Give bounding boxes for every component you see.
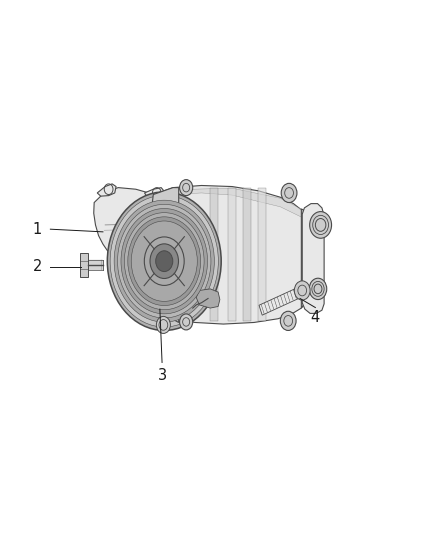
Polygon shape: [145, 185, 307, 324]
Polygon shape: [196, 289, 220, 308]
Text: 3: 3: [158, 368, 166, 383]
Circle shape: [114, 200, 214, 322]
Circle shape: [128, 217, 201, 305]
Polygon shape: [259, 288, 300, 315]
Circle shape: [144, 237, 184, 286]
Polygon shape: [110, 246, 135, 260]
Circle shape: [310, 212, 332, 238]
Polygon shape: [155, 188, 304, 219]
Polygon shape: [97, 184, 116, 196]
Polygon shape: [258, 188, 266, 321]
Circle shape: [180, 314, 193, 330]
Polygon shape: [228, 188, 236, 321]
Circle shape: [294, 281, 310, 300]
Circle shape: [107, 192, 221, 330]
Polygon shape: [243, 188, 251, 321]
Circle shape: [180, 180, 193, 196]
Circle shape: [156, 317, 170, 334]
Circle shape: [117, 204, 211, 318]
Circle shape: [156, 251, 173, 272]
Circle shape: [281, 183, 297, 203]
Text: 1: 1: [32, 222, 42, 237]
Circle shape: [131, 221, 197, 301]
Polygon shape: [301, 209, 309, 308]
Circle shape: [309, 278, 327, 300]
Polygon shape: [210, 188, 218, 321]
Polygon shape: [94, 188, 159, 254]
Circle shape: [121, 208, 208, 314]
Polygon shape: [145, 188, 166, 201]
Polygon shape: [80, 253, 88, 277]
Polygon shape: [145, 188, 179, 322]
Circle shape: [124, 213, 204, 310]
Circle shape: [110, 196, 218, 327]
Text: 2: 2: [32, 259, 42, 274]
Circle shape: [280, 311, 296, 330]
Circle shape: [150, 244, 179, 279]
Text: 4: 4: [311, 310, 320, 325]
Polygon shape: [302, 204, 324, 313]
